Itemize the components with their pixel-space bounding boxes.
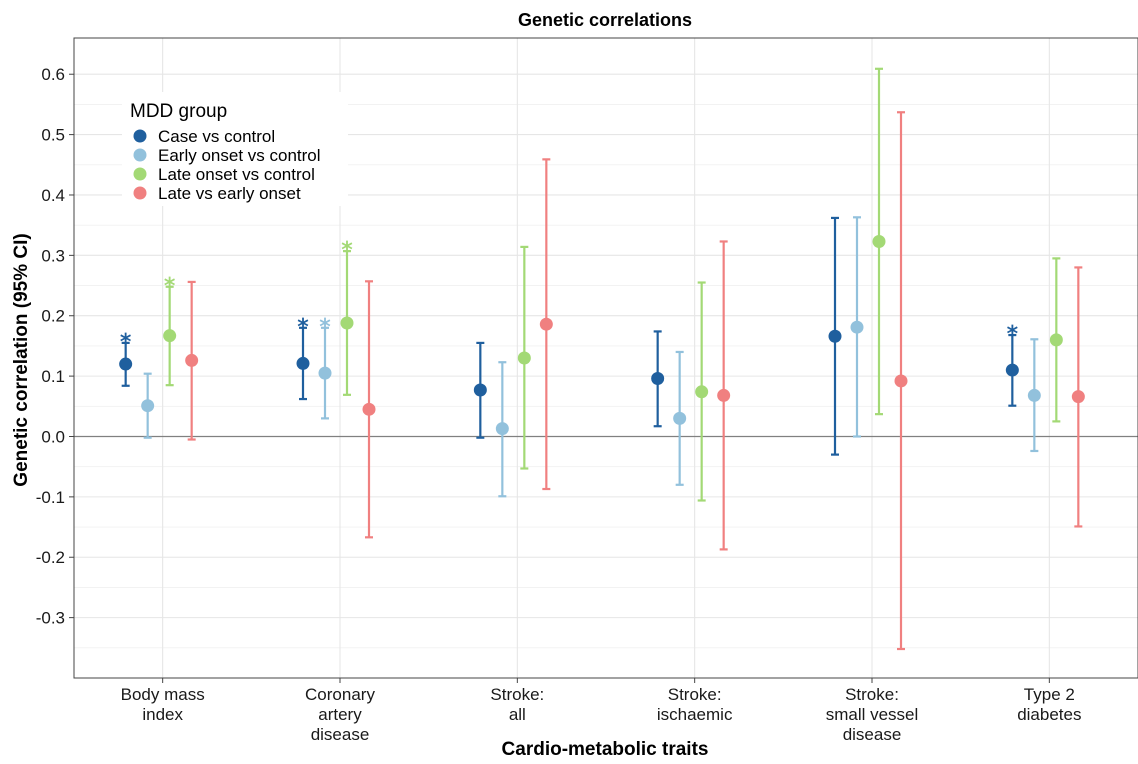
y-axis-ticks: -0.3 -0.2 -0.1 0.0 0.1 0.2 0.3 0.4 0.5 0.6	[36, 65, 74, 628]
data-point	[673, 411, 687, 425]
legend-label: Late onset vs control	[158, 165, 315, 184]
y-tick-label: 0.4	[41, 186, 65, 205]
data-point	[495, 422, 509, 436]
data-point	[717, 388, 731, 402]
data-point	[872, 234, 886, 248]
data-point	[517, 351, 531, 365]
legend-marker	[133, 148, 147, 162]
y-tick-label: 0.0	[41, 427, 65, 446]
data-point	[1049, 333, 1063, 347]
data-point	[1027, 388, 1041, 402]
y-tick-label: -0.1	[36, 488, 65, 507]
legend-label: Case vs control	[158, 127, 275, 146]
x-tick-label: Stroke: small vessel disease	[826, 685, 919, 744]
y-tick-label: -0.3	[36, 609, 65, 628]
legend-marker	[133, 129, 147, 143]
y-tick-label: 0.5	[41, 126, 65, 145]
data-points	[119, 234, 1085, 436]
significance-star: *	[164, 274, 176, 299]
significance-star: *	[120, 330, 132, 355]
data-point	[340, 316, 354, 330]
data-point	[318, 366, 332, 380]
data-point	[894, 374, 908, 388]
data-point	[1005, 363, 1019, 377]
x-tick-label: Body mass index	[121, 685, 205, 724]
x-axis-ticks: Body mass index Coronary artery disease Strok…	[121, 678, 1081, 744]
legend-label: Late vs early onset	[158, 184, 301, 203]
chart-title: Genetic correlations	[518, 10, 692, 30]
data-point	[695, 385, 709, 399]
plot-panel-border	[73, 37, 1138, 679]
data-point	[850, 320, 864, 334]
y-tick-label: 0.3	[41, 246, 65, 265]
data-point	[141, 399, 155, 413]
y-axis-title: Genetic correlation (95% CI)	[11, 233, 32, 486]
x-tick-label: Stroke: ischaemic	[657, 685, 733, 724]
data-point	[163, 329, 177, 343]
data-point	[296, 356, 310, 370]
data-point	[651, 372, 665, 386]
significance-star: *	[341, 238, 353, 263]
data-point	[119, 357, 133, 371]
x-tick-label: Coronary artery disease	[305, 685, 375, 744]
y-tick-label: 0.1	[41, 367, 65, 386]
y-tick-label: 0.6	[41, 65, 65, 84]
y-tick-label: -0.2	[36, 548, 65, 567]
legend-label: Early onset vs control	[158, 146, 321, 165]
legend-title: MDD group	[130, 101, 227, 122]
grid-lines	[74, 38, 1138, 678]
data-point	[828, 329, 842, 343]
legend-background	[122, 92, 348, 206]
x-tick-label: Stroke: all	[490, 685, 544, 724]
significance-star: *	[297, 315, 309, 340]
significance-markers: * * * * * *	[120, 238, 1019, 355]
legend-marker	[133, 186, 147, 200]
data-point	[185, 353, 199, 367]
x-tick-label: Type 2 diabetes	[1017, 685, 1081, 724]
data-point	[1071, 390, 1085, 404]
y-tick-label: 0.2	[41, 307, 65, 326]
data-point	[539, 317, 553, 331]
significance-star: *	[319, 315, 331, 340]
data-point	[473, 383, 487, 397]
legend-marker	[133, 167, 147, 181]
significance-star: *	[1007, 322, 1019, 347]
data-point	[362, 402, 376, 416]
x-axis-title: Cardio-metabolic traits	[502, 739, 709, 760]
